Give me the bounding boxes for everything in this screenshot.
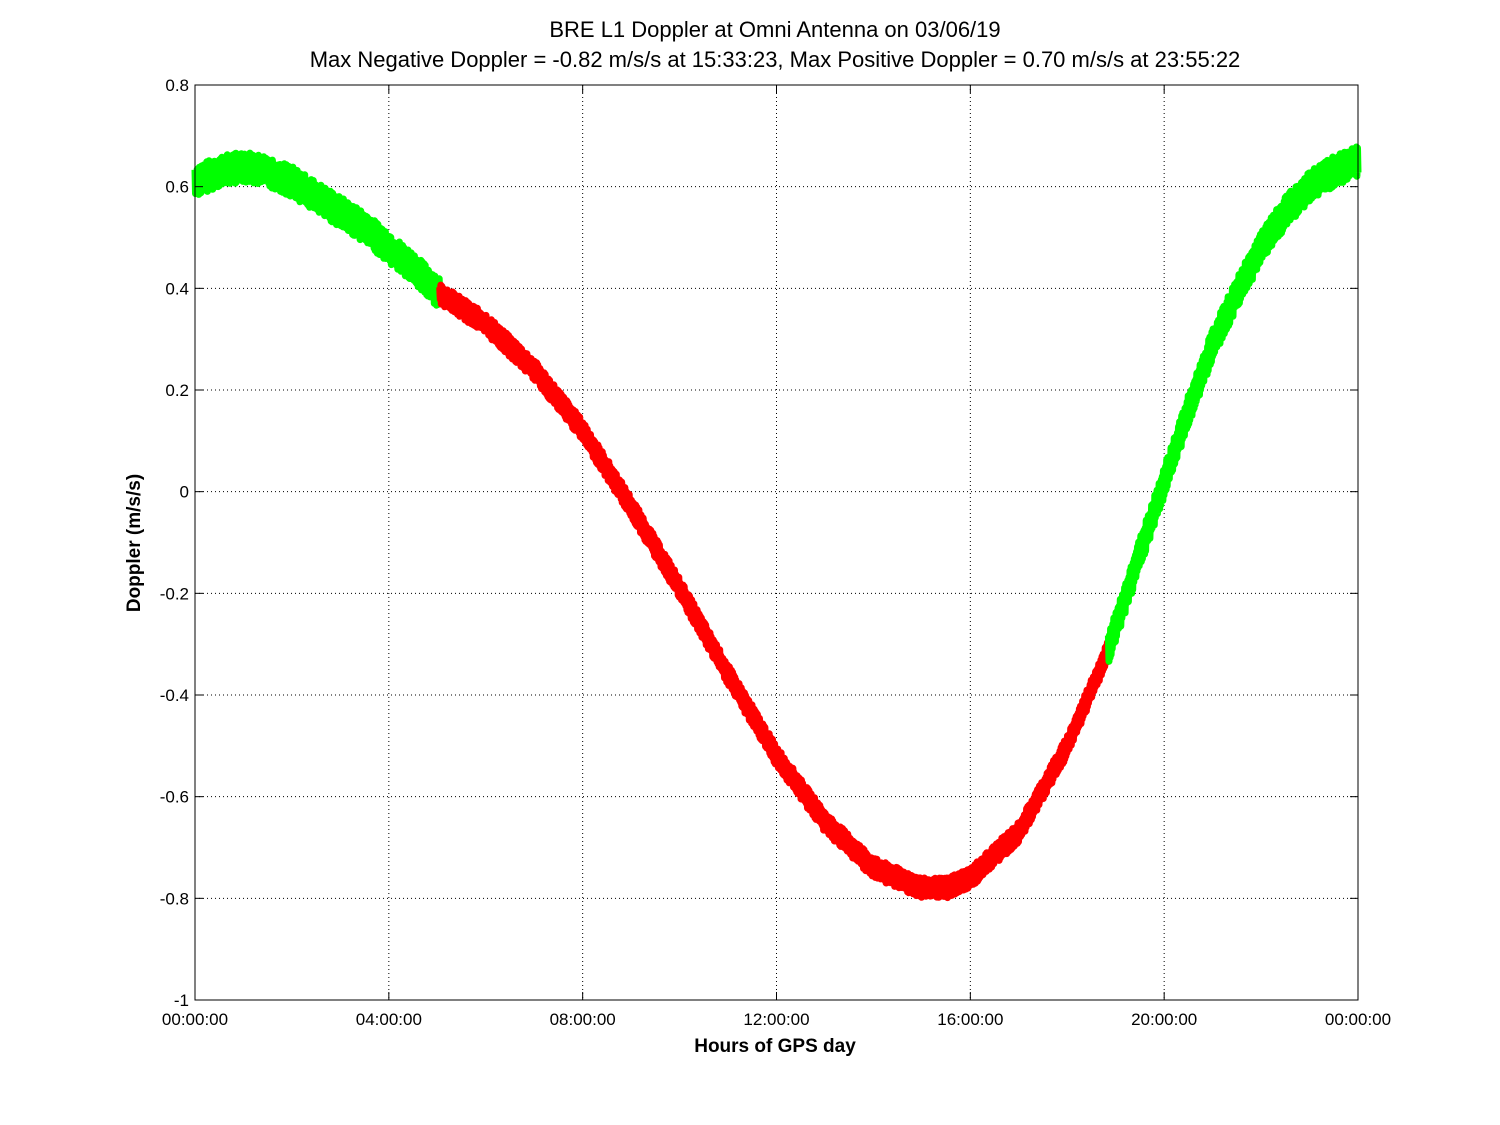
y-axis-label: Doppler (m/s/s) <box>124 474 145 612</box>
x-tick-label: 16:00:00 <box>937 1010 1003 1029</box>
y-tick-label: -0.6 <box>160 788 189 807</box>
x-ticks: 00:00:00 04:00:00 08:00:00 12:00:00 16:00:00… <box>162 85 1391 1029</box>
y-tick-label: -0.2 <box>160 584 189 603</box>
y-tick-label: -0.4 <box>160 686 189 705</box>
doppler-series-3 <box>1104 143 1362 665</box>
y-ticks: 0.8 0.6 0.4 0.2 0 -0.2 -0.4 -0.6 -0.8 -1 <box>160 76 1358 1010</box>
x-tick-label: 00:00:00 <box>1325 1010 1391 1029</box>
y-tick-label: 0.6 <box>165 178 189 197</box>
y-tick-label: 0.2 <box>165 381 189 400</box>
x-tick-label: 04:00:00 <box>356 1010 422 1029</box>
chart-title: BRE L1 Doppler at Omni Antenna on 03/06/… <box>549 17 1000 42</box>
doppler-series-2 <box>436 281 1112 902</box>
y-tick-label: -1 <box>174 991 189 1010</box>
y-tick-label: 0.4 <box>165 279 189 298</box>
doppler-series-1 <box>191 149 444 309</box>
x-tick-label: 20:00:00 <box>1131 1010 1197 1029</box>
y-tick-label: -0.8 <box>160 889 189 908</box>
chart-subtitle: Max Negative Doppler = -0.82 m/s/s at 15… <box>310 47 1241 72</box>
x-tick-label: 00:00:00 <box>162 1010 228 1029</box>
x-tick-label: 08:00:00 <box>550 1010 616 1029</box>
x-tick-label: 12:00:00 <box>743 1010 809 1029</box>
y-tick-label: 0.8 <box>165 76 189 95</box>
series-layer <box>191 143 1362 902</box>
x-axis-label: Hours of GPS day <box>694 1036 856 1057</box>
y-tick-label: 0 <box>180 483 189 502</box>
